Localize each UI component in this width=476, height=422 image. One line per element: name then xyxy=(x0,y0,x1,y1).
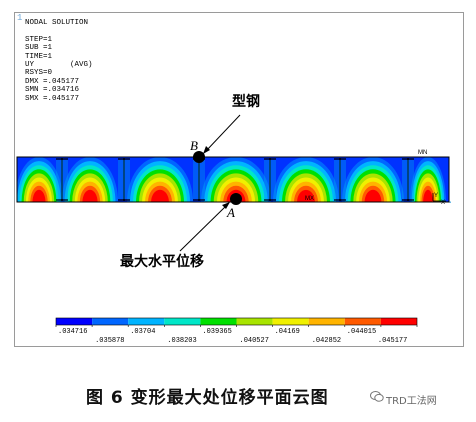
legend-label-top: .03704 xyxy=(130,328,155,336)
legend-label-bottom: .045177 xyxy=(378,337,407,345)
solution-info-line: SUB =1 xyxy=(25,44,53,53)
watermark: TRD工法网 xyxy=(386,396,437,407)
contour-band xyxy=(423,189,433,202)
legend-label-top: .044015 xyxy=(347,328,376,336)
legend-swatch xyxy=(200,318,237,325)
color-legend: .034716 .03704 .039365 .04169 .044015 .035878… xyxy=(55,317,418,345)
solution-info-line: NODAL SOLUTION xyxy=(25,19,89,27)
solution-info-line: SMX =.045177 xyxy=(25,94,80,103)
legend-swatch xyxy=(380,318,417,325)
solution-info-line: DMX =.045177 xyxy=(25,77,80,86)
steel-beam xyxy=(264,158,276,201)
mx-label: MX xyxy=(305,196,314,202)
contour-band xyxy=(364,189,382,202)
steel-beam xyxy=(118,158,130,201)
legend-swatch xyxy=(56,318,93,325)
legend-swatch xyxy=(344,318,381,325)
max-disp-arrow-line xyxy=(179,205,227,252)
legend-swatch xyxy=(236,318,273,325)
legend-label-bottom: .042852 xyxy=(312,337,341,345)
legend-swatch xyxy=(272,318,309,325)
legend-label-top: .04169 xyxy=(275,328,300,336)
solution-info-line: SMN =.034716 xyxy=(25,86,80,95)
legend-swatch xyxy=(308,318,345,325)
wechat-icon xyxy=(370,391,384,402)
contour-band xyxy=(297,189,315,202)
legend-label-bottom: .038203 xyxy=(167,337,196,345)
legend-swatch xyxy=(92,318,129,325)
legend-swatch xyxy=(164,318,201,325)
legend-label-bottom: .035878 xyxy=(95,337,124,345)
steel-beam xyxy=(56,158,68,201)
max-disp-label: 最大水平位移 xyxy=(120,253,204,270)
steel-arrow-line xyxy=(205,114,241,152)
contour-band xyxy=(32,189,46,202)
steel-label: 型钢 xyxy=(232,93,260,110)
mn-label: MN xyxy=(418,150,427,156)
point-b-label: B xyxy=(190,138,198,153)
legend-label-bottom: .040527 xyxy=(240,337,269,345)
solution-info-line: STEP=1 xyxy=(25,35,53,44)
caption-text: 图 6 变形最大处位移平面云图 xyxy=(86,388,329,408)
legend-label-top: .034716 xyxy=(58,328,87,336)
point-a-marker xyxy=(230,193,242,205)
steel-beam xyxy=(334,158,346,201)
window-number: 1 xyxy=(17,13,23,23)
axis-y-label: Y xyxy=(434,193,438,199)
contour-band xyxy=(151,189,169,202)
axis-x-label: X xyxy=(441,200,445,206)
axis-z-mark: ▪ xyxy=(449,200,451,206)
solution-info-line: RSYS=0 xyxy=(25,69,53,78)
steel-beams xyxy=(56,158,414,201)
contour-band xyxy=(82,189,98,202)
solution-info-line: UY (AVG) xyxy=(25,60,93,69)
max-disp-arrow-head xyxy=(222,202,230,209)
steel-beam xyxy=(193,158,205,201)
solution-info: NODAL SOLUTION STEP=1 SUB =1 TIME=1 UY (AVG)… xyxy=(25,19,93,103)
point-b-marker xyxy=(193,151,205,163)
solution-info-line: TIME=1 xyxy=(25,52,53,61)
contour-strip xyxy=(17,157,449,202)
legend-swatch xyxy=(128,318,165,325)
point-a-label: A xyxy=(226,205,235,220)
legend-label-top: .039365 xyxy=(202,328,231,336)
steel-beam xyxy=(402,158,414,201)
steel-arrow-head xyxy=(203,146,210,154)
